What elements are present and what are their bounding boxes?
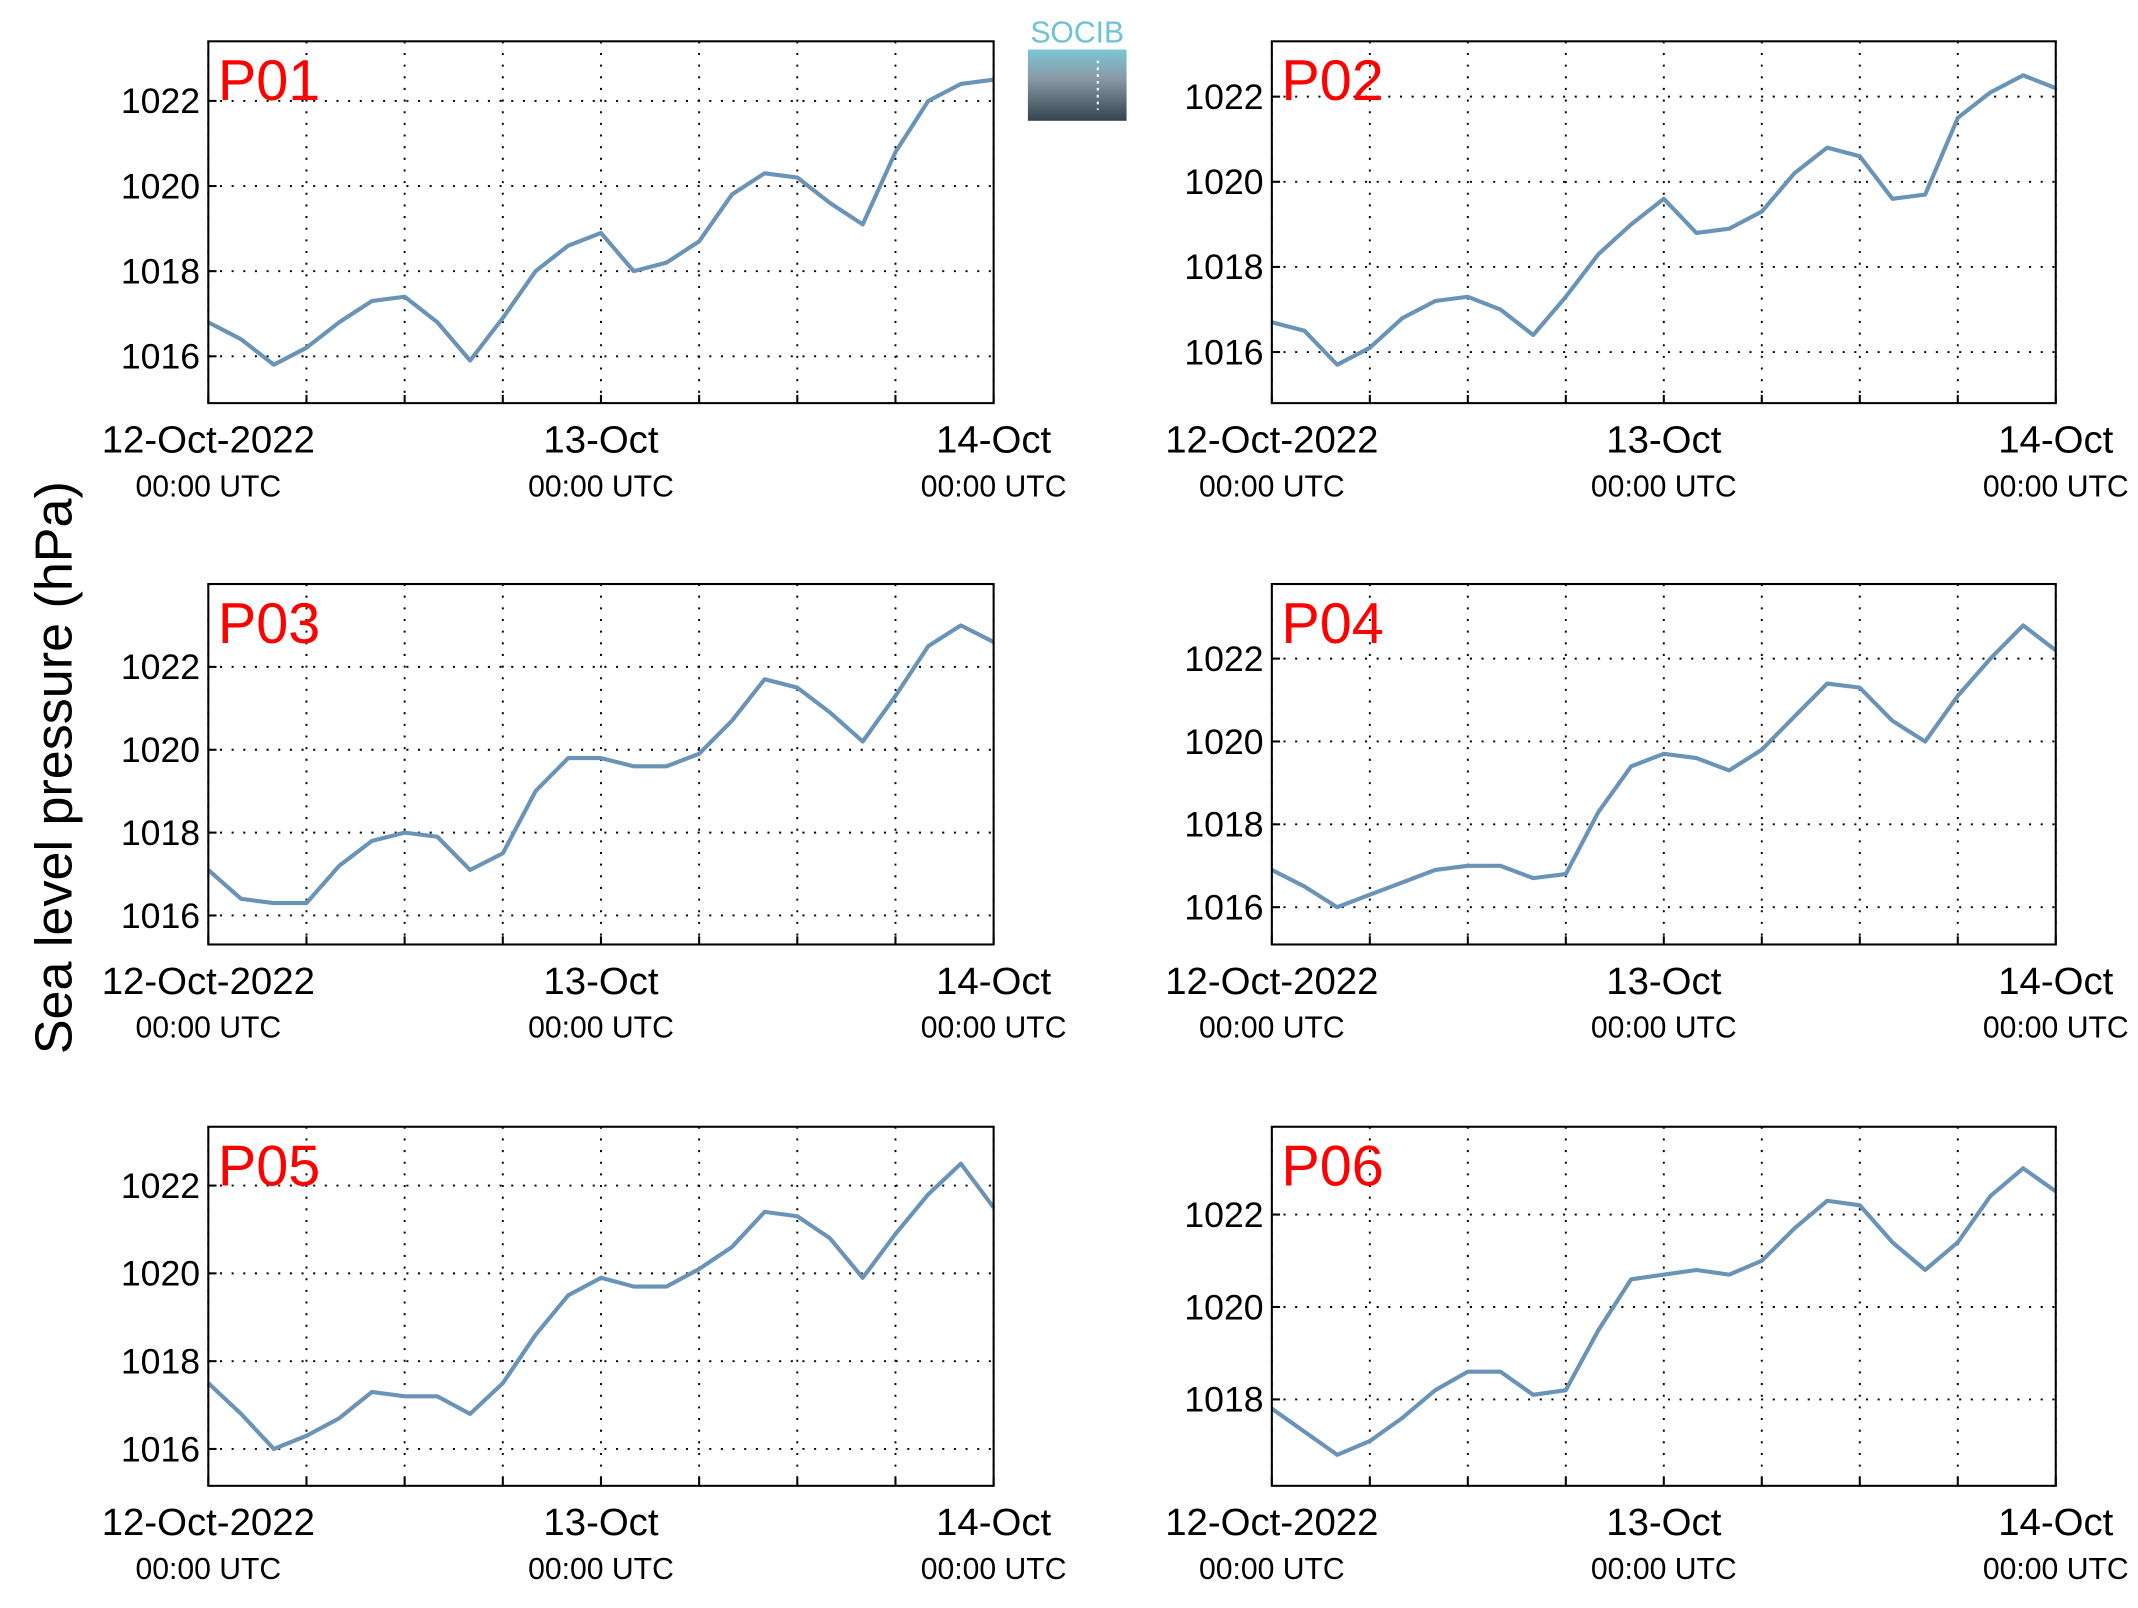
x-tick-sublabel: 00:00 UTC	[1199, 1553, 1345, 1586]
panel: 1016 1018 1020 1022 12-Oct-2022 00:00 UTC 13-O…	[1165, 583, 2129, 1045]
y-tick-label: 1018	[121, 1341, 200, 1381]
x-tick-label: 13-Oct	[1606, 418, 1721, 461]
y-tick-label: 1022	[1184, 1195, 1263, 1235]
x-tick-label: 12-Oct-2022	[1165, 960, 1378, 1003]
x-tick-sublabel: 00:00 UTC	[921, 1553, 1067, 1586]
x-tick-label: 13-Oct	[1606, 960, 1721, 1003]
panel-title: P04	[1281, 592, 1383, 656]
data-line	[1271, 73, 2057, 367]
y-tick-label: 1016	[121, 1429, 200, 1469]
panel: 1016 1018 1020 1022 12-Oct-2022 00:00 UTC 13-O…	[102, 583, 1067, 1045]
x-tick-sublabel: 00:00 UTC	[1591, 1553, 1737, 1586]
y-tick-label: 1020	[121, 1254, 200, 1294]
x-tick-sublabel: 00:00 UTC	[1983, 1012, 2129, 1045]
x-tick-sublabel: 00:00 UTC	[1983, 1553, 2129, 1586]
x-tick-label: 12-Oct-2022	[102, 418, 315, 461]
panel: 1016 1018 1020 1022 12-Oct-2022 00:00 UTC 13-O…	[1165, 40, 2129, 503]
y-tick-label: 1020	[121, 166, 200, 206]
panel: 1016 1018 1020 1022 12-Oct-2022 00:00 UTC 13-O…	[102, 1125, 1067, 1586]
logo-text: SOCIB	[1030, 17, 1124, 50]
x-tick-sublabel: 00:00 UTC	[921, 1012, 1067, 1045]
data-line	[206, 623, 995, 906]
y-tick-label: 1016	[121, 896, 200, 936]
x-tick-sublabel: 00:00 UTC	[528, 1553, 674, 1586]
plot-frame	[207, 40, 995, 405]
x-tick-label: 13-Oct	[543, 960, 658, 1003]
y-tick-label: 1018	[121, 252, 200, 292]
y-tick-label: 1018	[121, 813, 200, 853]
x-tick-label: 14-Oct	[1998, 1501, 2113, 1544]
panel-title: P01	[218, 49, 320, 113]
x-tick-sublabel: 00:00 UTC	[135, 1012, 281, 1045]
x-tick-label: 12-Oct-2022	[1165, 1501, 1378, 1544]
y-tick-label: 1022	[1184, 77, 1263, 117]
plot-frame	[207, 583, 995, 946]
x-tick-label: 14-Oct	[1998, 418, 2113, 461]
panel-title: P03	[218, 592, 320, 656]
y-tick-label: 1020	[1184, 1287, 1263, 1327]
x-tick-sublabel: 00:00 UTC	[528, 470, 674, 503]
x-tick-sublabel: 00:00 UTC	[1983, 470, 2129, 503]
data-line	[1270, 1166, 2057, 1457]
plot-frame	[207, 1125, 995, 1487]
x-tick-sublabel: 00:00 UTC	[528, 1012, 674, 1045]
y-tick-label: 1022	[121, 1166, 200, 1206]
plot-frame	[1270, 40, 2057, 405]
y-tick-label: 1018	[1184, 247, 1263, 287]
y-tick-label: 1020	[1184, 162, 1263, 202]
x-tick-label: 12-Oct-2022	[102, 960, 315, 1003]
data-line	[1270, 623, 2058, 910]
x-tick-label: 13-Oct	[1606, 1501, 1721, 1544]
y-tick-label: 1018	[1184, 805, 1263, 845]
panel-title: P06	[1281, 1135, 1383, 1199]
x-tick-label: 13-Oct	[543, 418, 658, 461]
y-tick-label: 1020	[1184, 722, 1263, 762]
panel: 1016 1018 1020 1022 12-Oct-2022 00:00 UTC 13-O…	[102, 40, 1067, 503]
x-tick-sublabel: 00:00 UTC	[1591, 470, 1737, 503]
y-tick-label: 1018	[1184, 1380, 1263, 1420]
x-tick-sublabel: 00:00 UTC	[135, 1553, 281, 1586]
y-tick-label: 1022	[121, 647, 200, 687]
x-tick-sublabel: 00:00 UTC	[1591, 1012, 1737, 1045]
x-tick-label: 14-Oct	[936, 418, 1051, 461]
data-line	[206, 1161, 996, 1452]
x-tick-label: 14-Oct	[1998, 960, 2113, 1003]
y-tick-label: 1022	[121, 81, 200, 121]
y-tick-label: 1022	[1184, 639, 1263, 679]
x-tick-label: 14-Oct	[936, 1501, 1051, 1544]
x-tick-sublabel: 00:00 UTC	[921, 470, 1067, 503]
plot-frame	[1270, 583, 2057, 946]
panel-title: P02	[1281, 49, 1383, 113]
y-tick-label: 1016	[1184, 888, 1263, 928]
x-tick-label: 13-Oct	[543, 1501, 658, 1544]
logo: SOCIB	[1027, 17, 1127, 121]
y-axis-label: Sea level pressure (hPa)	[25, 481, 83, 1054]
x-tick-label: 12-Oct-2022	[1165, 418, 1378, 461]
data-line	[207, 77, 994, 367]
logo-box	[1027, 49, 1127, 121]
x-tick-sublabel: 00:00 UTC	[1199, 470, 1345, 503]
y-tick-label: 1020	[121, 730, 200, 770]
x-tick-label: 14-Oct	[936, 960, 1051, 1003]
x-tick-sublabel: 00:00 UTC	[1199, 1012, 1345, 1045]
x-tick-sublabel: 00:00 UTC	[135, 470, 281, 503]
panel: 1018 1020 1022 12-Oct-2022 00:00 UTC 13-Oct 00…	[1165, 1125, 2129, 1586]
plot-frame	[1270, 1125, 2057, 1487]
x-tick-label: 12-Oct-2022	[102, 1501, 315, 1544]
y-tick-label: 1016	[121, 337, 200, 377]
y-tick-label: 1016	[1184, 332, 1263, 372]
panel-title: P05	[218, 1135, 320, 1199]
